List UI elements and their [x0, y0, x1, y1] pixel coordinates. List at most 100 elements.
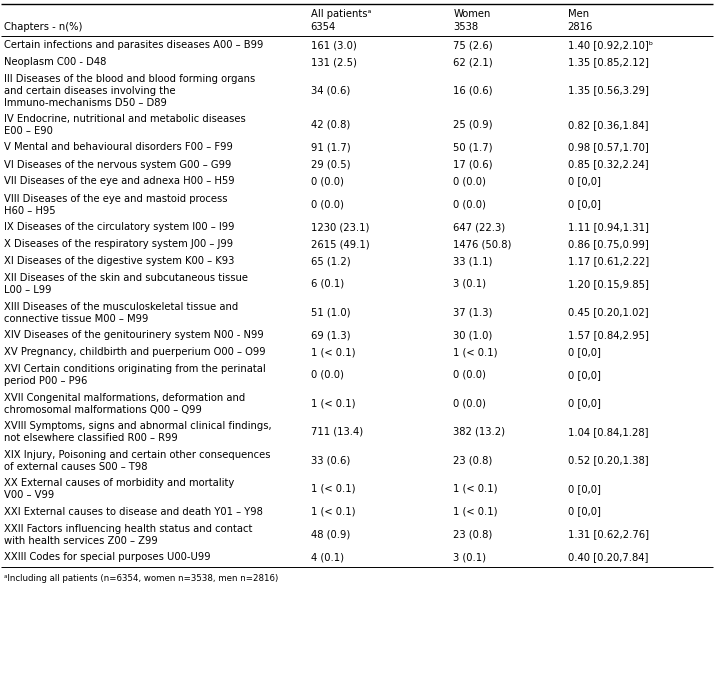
Text: X Diseases of the respiratory system J00 – J99: X Diseases of the respiratory system J00…	[4, 239, 233, 249]
Text: 1230 (23.1): 1230 (23.1)	[311, 222, 369, 232]
Text: 1 (< 0.1): 1 (< 0.1)	[453, 507, 498, 517]
Text: 6354: 6354	[311, 21, 336, 32]
Text: XX External causes of morbidity and mortality
V00 – V99: XX External causes of morbidity and mort…	[4, 478, 233, 500]
Text: 711 (13.4): 711 (13.4)	[311, 427, 363, 437]
Text: 34 (0.6): 34 (0.6)	[311, 86, 350, 95]
Text: 33 (1.1): 33 (1.1)	[453, 256, 493, 266]
Text: XXI External causes to disease and death Y01 – Y98: XXI External causes to disease and death…	[4, 507, 263, 516]
Text: VIII Diseases of the eye and mastoid process
H60 – H95: VIII Diseases of the eye and mastoid pro…	[4, 193, 227, 216]
Text: IX Diseases of the circulatory system I00 – I99: IX Diseases of the circulatory system I0…	[4, 222, 234, 232]
Text: All patientsᵃ: All patientsᵃ	[311, 9, 371, 19]
Text: 131 (2.5): 131 (2.5)	[311, 57, 356, 67]
Text: 0 (0.0): 0 (0.0)	[453, 176, 486, 187]
Text: XVIII Symptoms, signs and abnormal clinical findings,
not elsewhere classified R: XVIII Symptoms, signs and abnormal clini…	[4, 421, 271, 443]
Text: XXIII Codes for special purposes U00-U99: XXIII Codes for special purposes U00-U99	[4, 552, 210, 562]
Text: 0 [0,0]: 0 [0,0]	[568, 199, 600, 209]
Text: Certain infections and parasites diseases A00 – B99: Certain infections and parasites disease…	[4, 40, 263, 50]
Text: 382 (13.2): 382 (13.2)	[453, 427, 506, 437]
Text: 23 (0.8): 23 (0.8)	[453, 529, 493, 539]
Text: 29 (0.5): 29 (0.5)	[311, 160, 350, 169]
Text: 1.04 [0.84,1.28]: 1.04 [0.84,1.28]	[568, 427, 648, 437]
Text: III Diseases of the blood and blood forming organs
and certain diseases involvin: III Diseases of the blood and blood form…	[4, 74, 255, 108]
Text: XVI Certain conditions originating from the perinatal
period P00 – P96: XVI Certain conditions originating from …	[4, 364, 266, 386]
Text: XV Pregnancy, childbirth and puerperium O00 – O99: XV Pregnancy, childbirth and puerperium …	[4, 347, 265, 357]
Text: 0 [0,0]: 0 [0,0]	[568, 507, 600, 517]
Text: 1.57 [0.84,2.95]: 1.57 [0.84,2.95]	[568, 330, 648, 340]
Text: 1476 (50.8): 1476 (50.8)	[453, 239, 512, 249]
Text: 1.17 [0.61,2.22]: 1.17 [0.61,2.22]	[568, 256, 649, 266]
Text: 0.45 [0.20,1.02]: 0.45 [0.20,1.02]	[568, 307, 648, 317]
Text: 0 [0,0]: 0 [0,0]	[568, 484, 600, 494]
Text: 51 (1.0): 51 (1.0)	[311, 307, 350, 317]
Text: 1 (< 0.1): 1 (< 0.1)	[311, 398, 355, 408]
Text: 48 (0.9): 48 (0.9)	[311, 529, 350, 539]
Text: 91 (1.7): 91 (1.7)	[311, 142, 350, 153]
Text: 62 (2.1): 62 (2.1)	[453, 57, 493, 67]
Text: 2816: 2816	[568, 21, 593, 32]
Text: Neoplasm C00 - D48: Neoplasm C00 - D48	[4, 57, 106, 67]
Text: 0 [0,0]: 0 [0,0]	[568, 370, 600, 380]
Text: 0 (0.0): 0 (0.0)	[311, 370, 343, 380]
Text: 0.40 [0.20,7.84]: 0.40 [0.20,7.84]	[568, 552, 648, 562]
Text: 3538: 3538	[453, 21, 478, 32]
Text: 0.86 [0.75,0.99]: 0.86 [0.75,0.99]	[568, 239, 648, 249]
Text: VII Diseases of the eye and adnexa H00 – H59: VII Diseases of the eye and adnexa H00 –…	[4, 176, 234, 187]
Text: 69 (1.3): 69 (1.3)	[311, 330, 350, 340]
Text: 4 (0.1): 4 (0.1)	[311, 552, 343, 562]
Text: 0 (0.0): 0 (0.0)	[311, 176, 343, 187]
Text: 1 (< 0.1): 1 (< 0.1)	[453, 484, 498, 494]
Text: 0.82 [0.36,1.84]: 0.82 [0.36,1.84]	[568, 120, 648, 130]
Text: ᵃIncluding all patients (n=6354, women n=3538, men n=2816): ᵃIncluding all patients (n=6354, women n…	[4, 574, 278, 583]
Text: 25 (0.9): 25 (0.9)	[453, 120, 493, 130]
Text: 0.98 [0.57,1.70]: 0.98 [0.57,1.70]	[568, 142, 648, 153]
Text: 0 (0.0): 0 (0.0)	[311, 199, 343, 209]
Text: 17 (0.6): 17 (0.6)	[453, 160, 493, 169]
Text: 1.40 [0.92,2.10]ᵇ: 1.40 [0.92,2.10]ᵇ	[568, 40, 653, 50]
Text: 0 (0.0): 0 (0.0)	[453, 398, 486, 408]
Text: Chapters - n(%): Chapters - n(%)	[4, 21, 82, 32]
Text: 2615 (49.1): 2615 (49.1)	[311, 239, 369, 249]
Text: 1.20 [0.15,9.85]: 1.20 [0.15,9.85]	[568, 278, 648, 289]
Text: 1 (< 0.1): 1 (< 0.1)	[311, 347, 355, 357]
Text: Men: Men	[568, 9, 589, 19]
Text: 65 (1.2): 65 (1.2)	[311, 256, 350, 266]
Text: 6 (0.1): 6 (0.1)	[311, 278, 343, 289]
Text: 1.35 [0.85,2.12]: 1.35 [0.85,2.12]	[568, 57, 648, 67]
Text: 42 (0.8): 42 (0.8)	[311, 120, 350, 130]
Text: 1.31 [0.62,2.76]: 1.31 [0.62,2.76]	[568, 529, 648, 539]
Text: 23 (0.8): 23 (0.8)	[453, 455, 493, 465]
Text: 75 (2.6): 75 (2.6)	[453, 40, 493, 50]
Text: VI Diseases of the nervous system G00 – G99: VI Diseases of the nervous system G00 – …	[4, 160, 231, 169]
Text: 3 (0.1): 3 (0.1)	[453, 552, 486, 562]
Text: 0 [0,0]: 0 [0,0]	[568, 176, 600, 187]
Text: 0.52 [0.20,1.38]: 0.52 [0.20,1.38]	[568, 455, 648, 465]
Text: 16 (0.6): 16 (0.6)	[453, 86, 493, 95]
Text: 1.11 [0.94,1.31]: 1.11 [0.94,1.31]	[568, 222, 648, 232]
Text: 1 (< 0.1): 1 (< 0.1)	[311, 484, 355, 494]
Text: 3 (0.1): 3 (0.1)	[453, 278, 486, 289]
Text: XVII Congenital malformations, deformation and
chromosomal malformations Q00 – Q: XVII Congenital malformations, deformati…	[4, 392, 245, 415]
Text: 0 [0,0]: 0 [0,0]	[568, 398, 600, 408]
Text: 0 [0,0]: 0 [0,0]	[568, 347, 600, 357]
Text: 1 (< 0.1): 1 (< 0.1)	[453, 347, 498, 357]
Text: 1.35 [0.56,3.29]: 1.35 [0.56,3.29]	[568, 86, 648, 95]
Text: 30 (1.0): 30 (1.0)	[453, 330, 493, 340]
Text: XIII Diseases of the musculoskeletal tissue and
connective tissue M00 – M99: XIII Diseases of the musculoskeletal tis…	[4, 301, 238, 323]
Text: XXII Factors influencing health status and contact
with health services Z00 – Z9: XXII Factors influencing health status a…	[4, 524, 252, 545]
Text: 50 (1.7): 50 (1.7)	[453, 142, 493, 153]
Text: XII Diseases of the skin and subcutaneous tissue
L00 – L99: XII Diseases of the skin and subcutaneou…	[4, 273, 248, 295]
Text: 0 (0.0): 0 (0.0)	[453, 370, 486, 380]
Text: XIX Injury, Poisoning and certain other consequences
of external causes S00 – T9: XIX Injury, Poisoning and certain other …	[4, 450, 270, 471]
Text: 33 (0.6): 33 (0.6)	[311, 455, 350, 465]
Text: 0 (0.0): 0 (0.0)	[453, 199, 486, 209]
Text: V Mental and behavioural disorders F00 – F99: V Mental and behavioural disorders F00 –…	[4, 142, 233, 153]
Text: 647 (22.3): 647 (22.3)	[453, 222, 506, 232]
Text: XI Diseases of the digestive system K00 – K93: XI Diseases of the digestive system K00 …	[4, 256, 234, 266]
Text: XIV Diseases of the genitourinery system N00 - N99: XIV Diseases of the genitourinery system…	[4, 330, 263, 340]
Text: 0.85 [0.32,2.24]: 0.85 [0.32,2.24]	[568, 160, 648, 169]
Text: Women: Women	[453, 9, 491, 19]
Text: 1 (< 0.1): 1 (< 0.1)	[311, 507, 355, 517]
Text: 37 (1.3): 37 (1.3)	[453, 307, 493, 317]
Text: IV Endocrine, nutritional and metabolic diseases
E00 – E90: IV Endocrine, nutritional and metabolic …	[4, 114, 246, 136]
Text: 161 (3.0): 161 (3.0)	[311, 40, 356, 50]
